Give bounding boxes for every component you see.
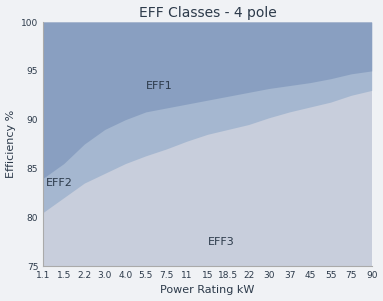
Title: EFF Classes - 4 pole: EFF Classes - 4 pole [139,5,276,20]
Text: EFF1: EFF1 [146,81,173,91]
Text: EFF2: EFF2 [46,178,73,188]
X-axis label: Power Rating kW: Power Rating kW [160,285,255,296]
Y-axis label: Efficiency %: Efficiency % [6,110,16,178]
Text: EFF3: EFF3 [208,237,234,247]
